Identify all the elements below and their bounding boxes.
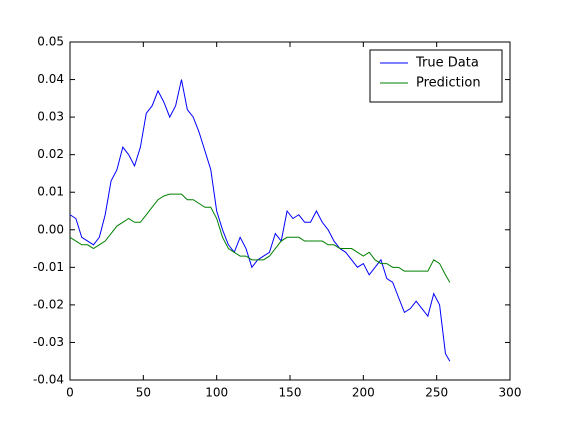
data-line <box>69 193 451 283</box>
x-tick-label: 300 <box>499 386 522 400</box>
x-tick-label: 150 <box>279 386 302 400</box>
y-tick-label: 0.02 <box>37 147 64 161</box>
y-tick-label: 0.03 <box>37 110 64 124</box>
y-tick-label: -0.04 <box>33 373 64 387</box>
y-tick-label: -0.03 <box>33 335 64 349</box>
x-tick-label: 0 <box>66 386 74 400</box>
y-tick-label: 0.04 <box>37 72 64 86</box>
y-tick-label: -0.02 <box>33 297 64 311</box>
data-line <box>69 79 451 362</box>
x-tick-label: 50 <box>136 386 151 400</box>
y-tick-label: 0.01 <box>37 185 64 199</box>
legend-label: Prediction <box>416 76 481 91</box>
x-tick-label: 100 <box>205 386 228 400</box>
y-tick-label: 0.05 <box>37 35 64 49</box>
x-tick-label: 200 <box>352 386 375 400</box>
y-tick-label: -0.01 <box>33 260 64 274</box>
x-tick-label: 250 <box>425 386 448 400</box>
legend-label: True Data <box>415 56 479 71</box>
y-tick-label: 0.00 <box>37 222 64 236</box>
legend-box <box>369 49 503 103</box>
